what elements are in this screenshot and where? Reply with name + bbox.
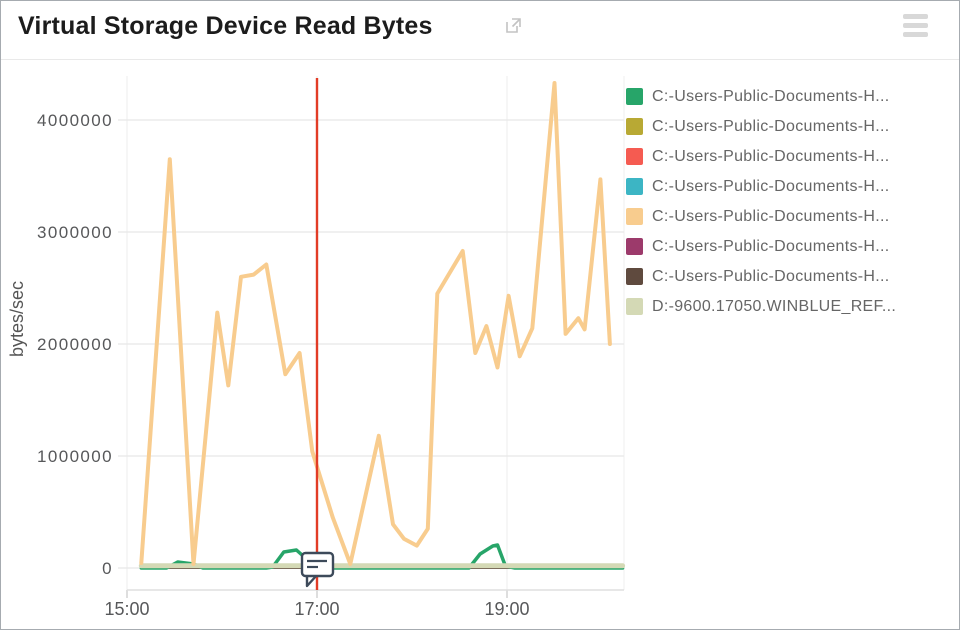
bubble-body bbox=[300, 551, 335, 578]
y-tick-label: 3000000 bbox=[37, 223, 113, 242]
external-link-icon[interactable] bbox=[503, 15, 523, 35]
legend-item[interactable]: C:-Users-Public-Documents-H... bbox=[626, 148, 951, 165]
legend-label: C:-Users-Public-Documents-H... bbox=[652, 237, 890, 255]
chart-legend: C:-Users-Public-Documents-H... C:-Users-P… bbox=[626, 88, 951, 328]
widget-title: Virtual Storage Device Read Bytes bbox=[18, 12, 433, 40]
legend-swatch bbox=[626, 148, 643, 165]
comment-bubble-icon[interactable] bbox=[300, 551, 335, 588]
legend-swatch bbox=[626, 268, 643, 285]
y-tick-label: 4000000 bbox=[37, 111, 113, 130]
legend-label: C:-Users-Public-Documents-H... bbox=[652, 207, 890, 225]
legend-item[interactable]: C:-Users-Public-Documents-H... bbox=[626, 178, 951, 195]
legend-swatch bbox=[626, 118, 643, 135]
legend-swatch bbox=[626, 298, 643, 315]
y-tick-label: 1000000 bbox=[37, 447, 113, 466]
legend-item[interactable]: C:-Users-Public-Documents-H... bbox=[626, 208, 951, 225]
menu-bar bbox=[903, 23, 928, 28]
legend-item[interactable]: C:-Users-Public-Documents-H... bbox=[626, 268, 951, 285]
menu-bar bbox=[903, 32, 928, 37]
x-tick-label: 19:00 bbox=[484, 599, 529, 619]
y-axis-title: bytes/sec bbox=[7, 281, 27, 357]
legend-swatch bbox=[626, 88, 643, 105]
x-tick-label: 15:00 bbox=[104, 599, 149, 619]
legend-item[interactable]: C:-Users-Public-Documents-H... bbox=[626, 238, 951, 255]
y-tick-label: 2000000 bbox=[37, 335, 113, 354]
legend-label: C:-Users-Public-Documents-H... bbox=[652, 147, 890, 165]
menu-bar bbox=[903, 14, 928, 19]
legend-item[interactable]: C:-Users-Public-Documents-H... bbox=[626, 118, 951, 135]
y-tick-label: 0 bbox=[102, 559, 113, 578]
legend-label: C:-Users-Public-Documents-H... bbox=[652, 117, 890, 135]
menu-icon[interactable] bbox=[903, 14, 928, 38]
legend-item[interactable]: D:-9600.17050.WINBLUE_REF... bbox=[626, 298, 951, 315]
widget-header: Virtual Storage Device Read Bytes bbox=[1, 1, 959, 60]
legend-swatch bbox=[626, 208, 643, 225]
legend-label: D:-9600.17050.WINBLUE_REF... bbox=[652, 297, 897, 315]
legend-label: C:-Users-Public-Documents-H... bbox=[652, 177, 890, 195]
legend-label: C:-Users-Public-Documents-H... bbox=[652, 267, 890, 285]
legend-item[interactable]: C:-Users-Public-Documents-H... bbox=[626, 88, 951, 105]
series-line-4 bbox=[139, 81, 612, 566]
legend-swatch bbox=[626, 238, 643, 255]
legend-label: C:-Users-Public-Documents-H... bbox=[652, 87, 890, 105]
x-tick-label: 17:00 bbox=[294, 599, 339, 619]
legend-swatch bbox=[626, 178, 643, 195]
